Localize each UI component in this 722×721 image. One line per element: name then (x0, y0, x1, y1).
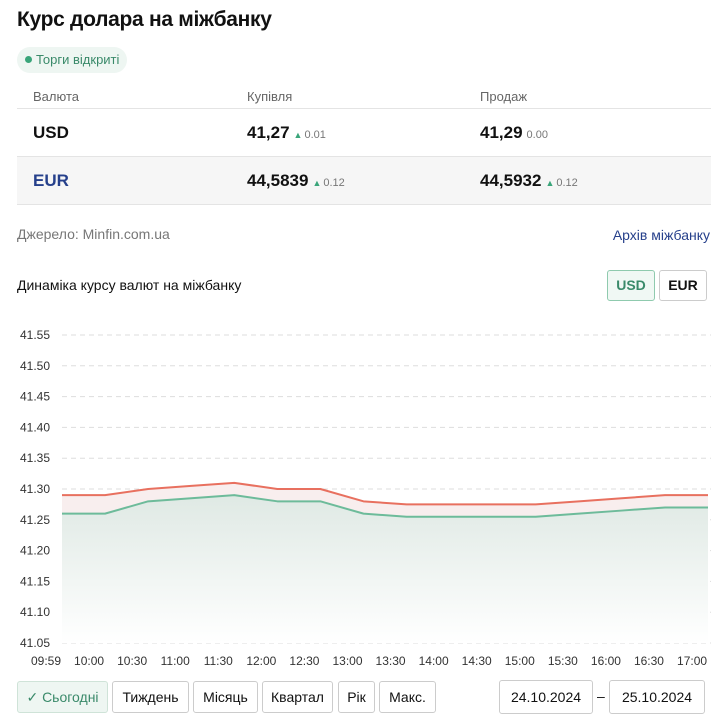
x-tick-label: 14:30 (462, 654, 492, 668)
x-tick-label: 15:30 (548, 654, 578, 668)
header-currency: Валюта (33, 89, 79, 104)
header-buy: Купівля (247, 89, 293, 104)
sell-change: 0.12 (556, 177, 578, 189)
buy-rate: 44,5839 (247, 171, 309, 190)
buy-line (62, 494, 708, 518)
period-quarter-button[interactable]: Квартал (262, 681, 333, 713)
y-tick-label: 41.50 (20, 359, 50, 373)
x-tick-label: 10:30 (117, 654, 147, 668)
period-month-button[interactable]: Місяць (193, 681, 258, 713)
x-tick-label: 12:00 (246, 654, 276, 668)
y-tick-label: 41.30 (20, 482, 50, 496)
x-tick-label: 17:00 (677, 654, 707, 668)
y-tick-label: 41.20 (20, 544, 50, 558)
rate-chart: 41.55 41.50 41.45 41.40 41.35 41.30 41.25 41.20… (20, 328, 711, 668)
eur-toggle-button[interactable]: EUR (659, 270, 707, 301)
y-tick-label: 41.40 (20, 420, 50, 434)
buy-rate: 41,27 (247, 123, 290, 142)
date-to-input[interactable]: 25.10.2024 (609, 680, 705, 714)
x-tick-label: 11:30 (204, 654, 233, 668)
table-row[interactable]: EUR 44,5839 ▲ 0.12 44,5932 ▲ 0.12 (17, 157, 711, 205)
period-today-button[interactable]: ✓ Сьогодні (17, 681, 108, 713)
y-tick-label: 41.15 (20, 574, 50, 588)
check-icon: ✓ (26, 689, 39, 705)
y-tick-label: 41.10 (20, 605, 50, 619)
buy-area (62, 495, 708, 643)
currency-code[interactable]: EUR (33, 171, 69, 190)
arrow-up-icon: ▲ (312, 178, 322, 188)
x-tick-label: 11:00 (161, 654, 190, 668)
buy-change: 0.12 (323, 177, 345, 189)
x-tick-label: 14:00 (419, 654, 449, 668)
arrow-up-icon: ▲ (545, 178, 555, 188)
x-tick-label: 13:00 (332, 654, 362, 668)
x-tick-label: 16:00 (591, 654, 621, 668)
currency-code: USD (33, 123, 69, 142)
period-max-button[interactable]: Макс. (379, 681, 436, 713)
header-sell: Продаж (480, 89, 528, 104)
y-tick-label: 41.05 (20, 636, 50, 650)
rates-table: Валюта Купівля Продаж USD 41,27 ▲ 0.01 41,… (17, 84, 711, 205)
x-tick-label: 15:00 (505, 654, 535, 668)
period-year-button[interactable]: Рік (338, 681, 375, 713)
archive-link[interactable]: Архів міжбанку (612, 227, 710, 243)
y-tick-label: 41.25 (20, 513, 50, 527)
y-tick-label: 41.45 (20, 390, 50, 404)
date-separator: – (597, 688, 605, 704)
period-week-button[interactable]: Тиждень (112, 681, 189, 713)
usd-toggle-button[interactable]: USD (607, 270, 655, 301)
status-text: Торги відкриті (36, 52, 120, 67)
sell-rate: 41,29 (480, 123, 523, 142)
buy-change: 0.01 (304, 129, 326, 141)
x-tick-label: 12:30 (289, 654, 319, 668)
status-badge: Торги відкриті (17, 47, 128, 73)
table-header: Валюта Купівля Продаж (17, 84, 711, 109)
spread-area (62, 482, 708, 517)
date-from-input[interactable]: 24.10.2024 (499, 680, 593, 714)
source-text: Джерело: Minfin.com.ua (17, 226, 170, 242)
sell-change: 0.00 (526, 129, 548, 141)
x-tick-label: 16:30 (634, 654, 664, 668)
y-tick-label: 41.55 (20, 328, 50, 342)
period-label: Сьогодні (42, 689, 99, 705)
table-row: USD 41,27 ▲ 0.01 41,29 0.00 (17, 109, 711, 157)
chart-title: Динаміка курсу валют на міжбанку (17, 277, 242, 293)
y-tick-label: 41.35 (20, 451, 50, 465)
arrow-up-icon: ▲ (293, 130, 303, 140)
sell-line (62, 481, 708, 506)
x-tick-label: 09:59 (31, 654, 61, 668)
sell-rate: 44,5932 (480, 171, 542, 190)
x-tick-label: 10:00 (74, 654, 104, 668)
x-tick-label: 13:30 (376, 654, 406, 668)
page-title: Курс долара на міжбанку (17, 8, 272, 31)
status-dot-icon (25, 56, 32, 63)
